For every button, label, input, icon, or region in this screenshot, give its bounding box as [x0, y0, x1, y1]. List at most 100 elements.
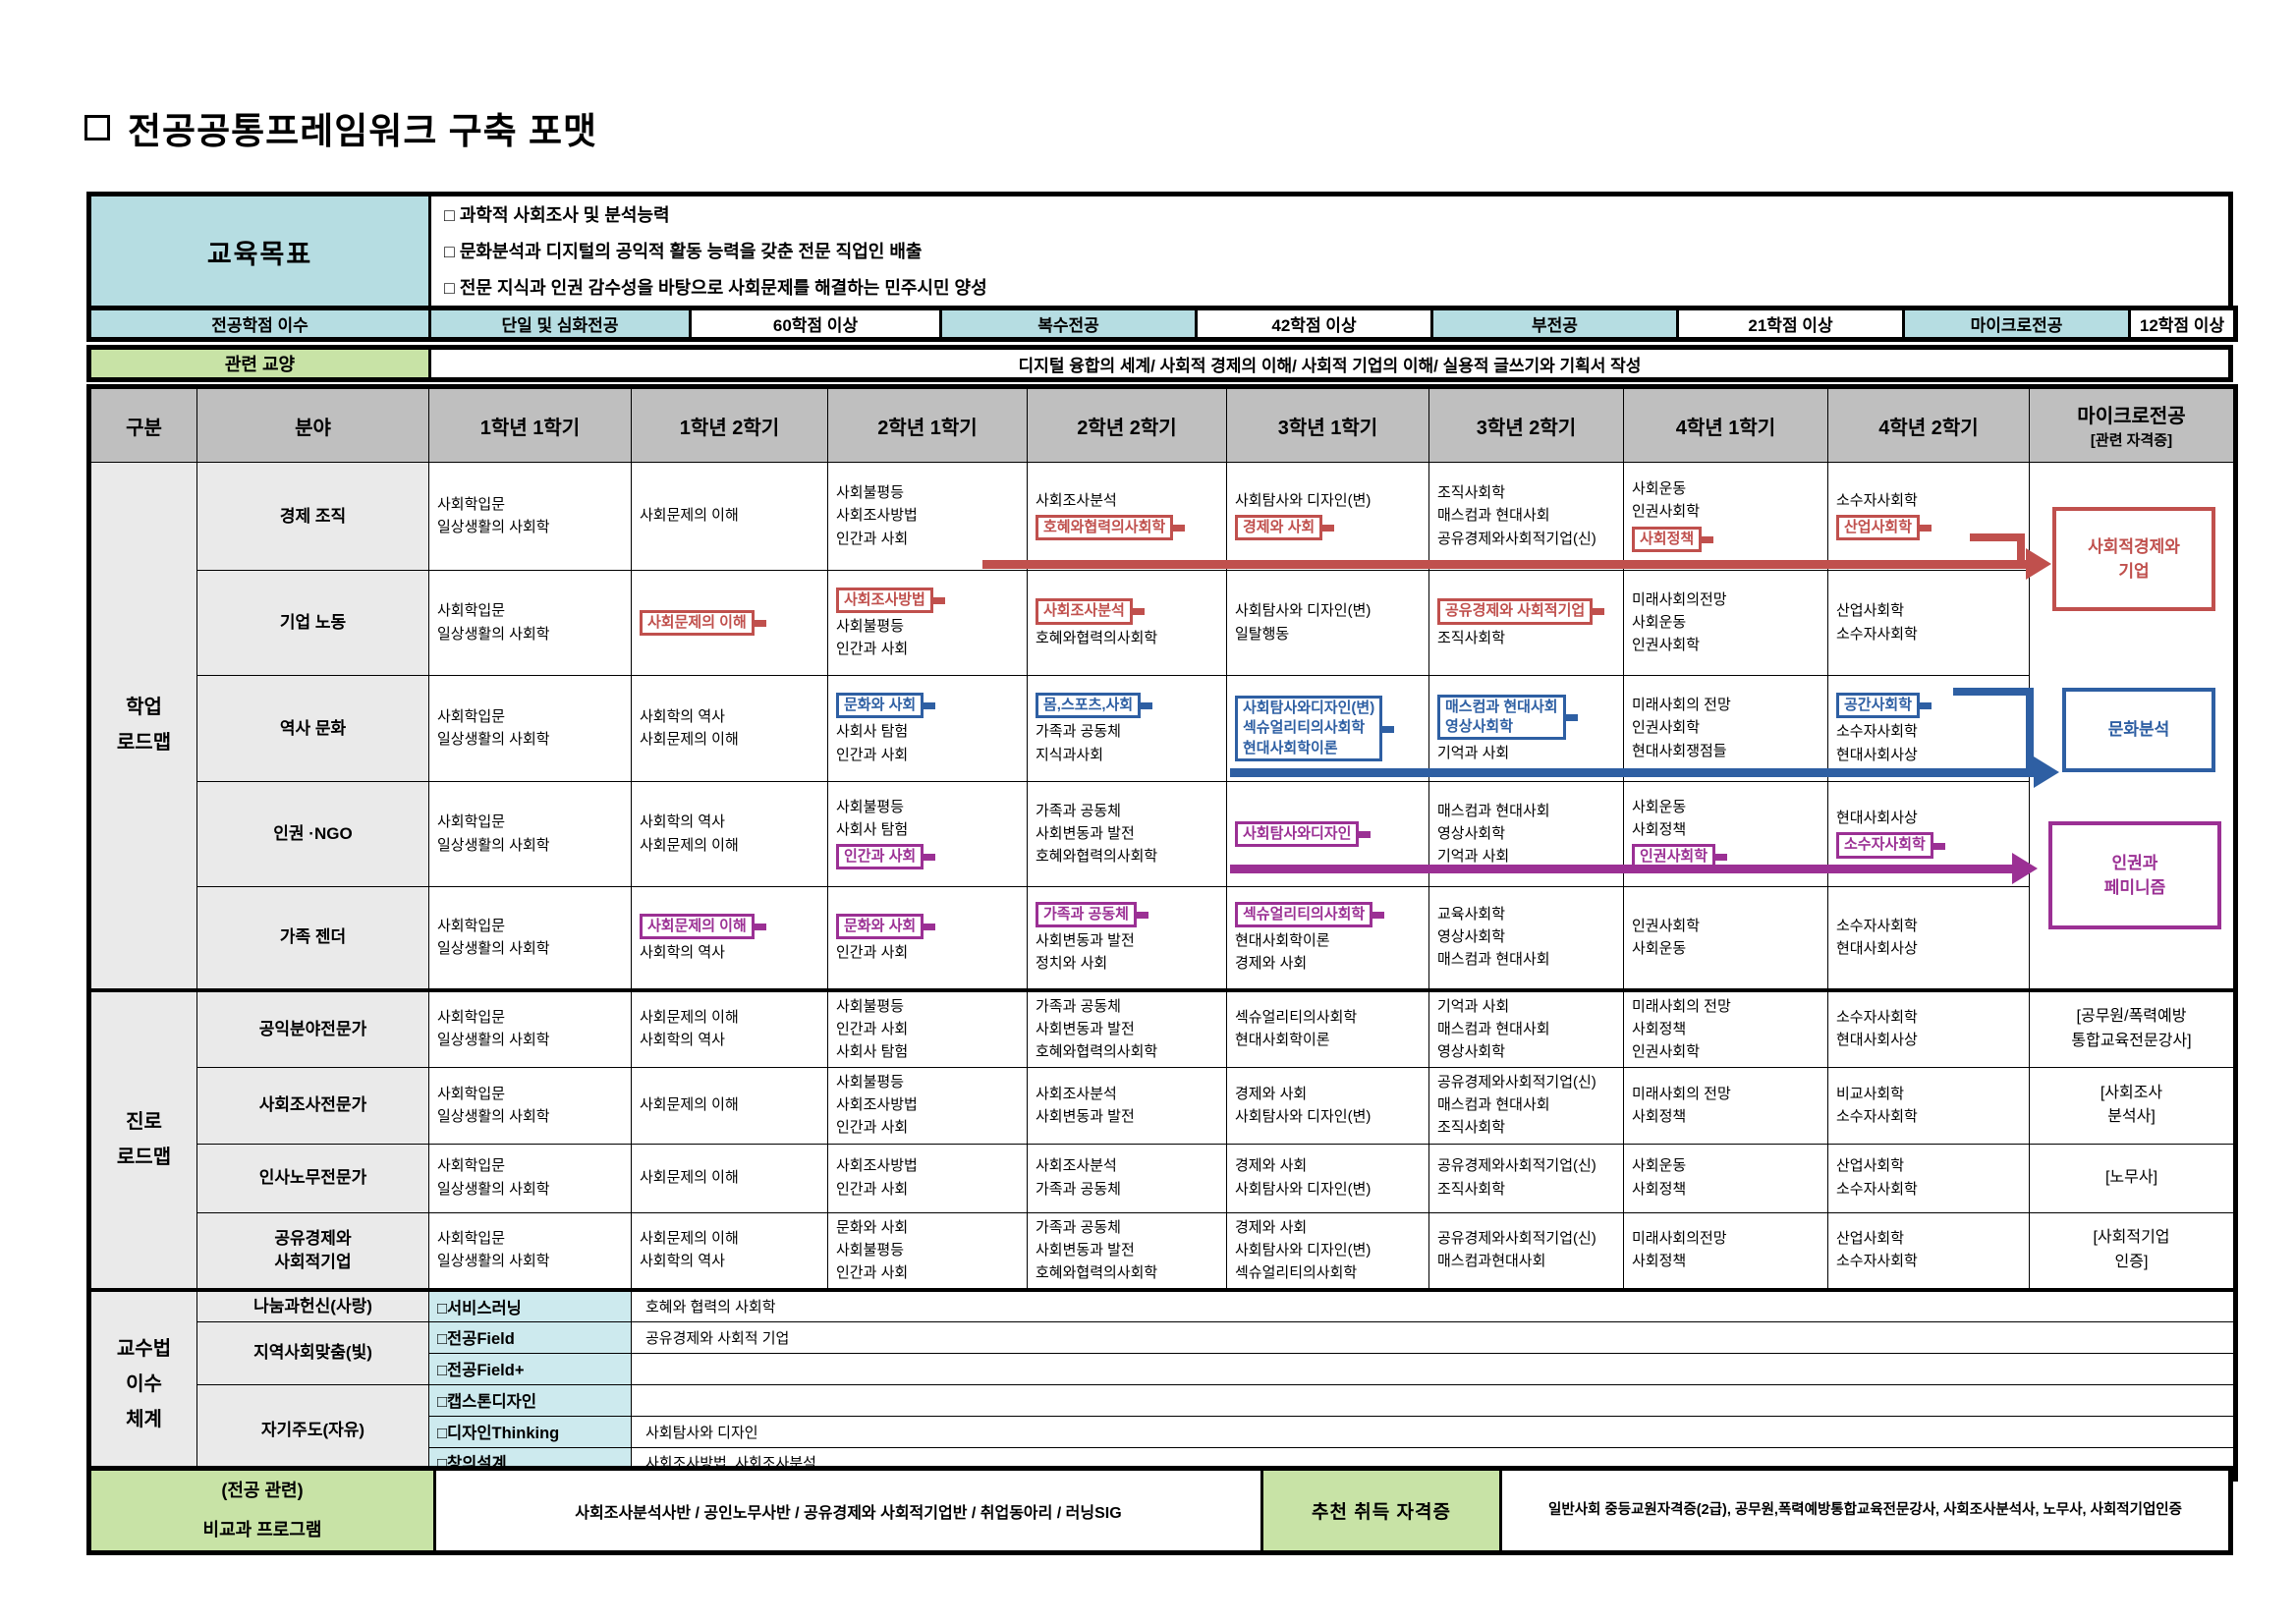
micro-cert-cell: [사회조사 분석사]	[2029, 1067, 2236, 1145]
teaching-method-course: 사회탐사와 디자인	[631, 1415, 2236, 1448]
course-cell: 문화와 사회 사회불평등 인간과 사회	[827, 1211, 1028, 1291]
course-cell: 사회학입문 일상생활의 사회학	[428, 675, 632, 782]
title-square-icon	[84, 115, 110, 140]
course-item: 사회문제의 이해	[640, 1009, 739, 1027]
course-item: 사회불평등	[836, 997, 905, 1015]
highlight-box: 사회문제의 이해	[640, 913, 766, 939]
education-goals-cell: □ 과학적 사회조사 및 분석능력 □ 문화분석과 디지털의 공익적 활동 능력을…	[428, 193, 2232, 311]
grid-header-cell: 4학년 1학기	[1623, 386, 1828, 463]
field-label: 경제 조직	[196, 462, 429, 571]
course-item: 사회문제의 이해	[640, 836, 739, 854]
course-item: 일상생활의 사회학	[437, 939, 550, 957]
course-cell: 섹슈얼리티의사회학 현대사회학이론 경제와 사회	[1226, 886, 1429, 990]
course-item: 소수자사회학	[1836, 723, 1918, 741]
course-cell: 사회조사분석 사회변동과 발전	[1027, 1067, 1227, 1145]
course-item: 인권사회학	[1632, 917, 1701, 934]
course-item: 소수자사회학	[1836, 1180, 1918, 1198]
highlight-box: 경제와 사회	[1235, 514, 1335, 541]
course-cell: 경제와 사회 사회탐사와 디자인(변)	[1226, 1143, 1429, 1213]
grid-header-cell: 1학년 1학기	[428, 386, 632, 463]
course-cell: 사회탐사와디자인(변) 섹슈얼리티의사회학 현대사회학이론	[1226, 675, 1429, 782]
course-item: 호혜와협력의사회학	[1036, 629, 1158, 646]
course-item: 사회불평등	[836, 798, 905, 815]
course-cell: 공유경제와사회적기업(신) 조직사회학	[1428, 1143, 1624, 1213]
course-item: 비교사회학	[1836, 1085, 1905, 1102]
course-item: 사회사 탐험	[836, 1042, 909, 1060]
course-cell: 사회불평등 사회조사방법 인간과 사회	[827, 462, 1028, 571]
highlight-box: 사회탐사와디자인(변) 섹슈얼리티의사회학 현대사회학이론	[1235, 696, 1395, 761]
course-cell: 사회학입문 일상생활의 사회학	[428, 462, 632, 571]
course-cell: 사회학입문 일상생활의 사회학	[428, 1143, 632, 1213]
highlight-box: 사회조사방법	[836, 587, 945, 613]
course-item: 공유경제와 사회적기업	[1437, 596, 1615, 626]
course-item: 사회문제의 이해	[640, 731, 739, 748]
program-list: 사회조사분석사반 / 공인노무사반 / 공유경제와 사회적기업반 / 취업동아리…	[433, 1466, 1263, 1555]
course-item: 사회탐사와디자인(변) 섹슈얼리티의사회학 현대사회학이론	[1235, 694, 1421, 763]
course-item: 소수자사회학	[1836, 1009, 1918, 1027]
course-item: 소수자사회학	[1836, 917, 1918, 934]
course-item: 현대사회사상	[1836, 746, 1918, 763]
red-arrow-line	[982, 560, 2030, 569]
course-item: 현대사회학이론	[1235, 932, 1330, 950]
course-cell: 경제와 사회 사회탐사와 디자인(변)	[1226, 1067, 1429, 1145]
credit-value-cell: 60학점 이상	[689, 307, 942, 341]
field-label: 공익분야전문가	[196, 987, 429, 1069]
course-item: 섹슈얼리티의사회학	[1235, 1264, 1358, 1281]
red-arrow-head	[2026, 548, 2051, 580]
course-item: 사회조사분석	[1036, 596, 1218, 626]
course-item: 현대사회사상	[1836, 1032, 1918, 1049]
course-item: 인간과 사회	[836, 1180, 909, 1198]
course-item: 산업사회학	[1836, 1230, 1905, 1248]
course-cell: 문화와 사회 사회사 탐험 인간과 사회	[827, 675, 1028, 782]
course-cell: 비교사회학 소수자사회학	[1827, 1067, 2030, 1145]
course-item: 공유경제와사회적기업(신)	[1437, 1230, 1596, 1248]
course-item: 사회탐사와 디자인(변)	[1235, 491, 1372, 509]
course-item: 소수자사회학	[1836, 1253, 1918, 1270]
course-item: 매스컴과 현대사회	[1437, 507, 1550, 525]
grid-header-row: 구분 분야 1학년 1학기 1학년 2학기 2학년 1학기 2학년 2학기 3학년 1학기 3…	[88, 386, 2236, 463]
credit-type-cell: 부전공	[1430, 307, 1679, 341]
purple-arrow-line	[1230, 865, 2012, 873]
extracurricular-label: (전공 관련) 비교과 프로그램	[87, 1466, 436, 1555]
course-item: 문화와 사회	[836, 691, 1019, 720]
course-item: 인간과 사회	[836, 1020, 909, 1037]
course-cell: 사회문제의 이해	[631, 1143, 828, 1213]
course-item: 미래사회의전망	[1632, 1230, 1727, 1248]
education-goals-label: 교육목표	[87, 193, 431, 311]
highlight-box: 몸,스포츠,사회	[1036, 693, 1153, 719]
course-cell: 미래사회의 전망 사회정책 인권사회학	[1623, 987, 1828, 1069]
course-item: 사회정책	[1632, 1107, 1687, 1125]
course-item: 사회변동과 발전	[1036, 1107, 1135, 1125]
course-item: 현대사회사상	[1836, 810, 1918, 827]
course-item: 가족과 공동체	[1036, 1218, 1121, 1236]
course-item: 사회학입문	[437, 917, 506, 934]
credit-type-cell: 단일 및 심화전공	[428, 307, 692, 341]
highlight-box: 사회정책	[1632, 526, 1714, 552]
course-item: 사회조사방법	[836, 1157, 918, 1175]
course-item: 일상생활의 사회학	[437, 1107, 550, 1125]
course-cell: 사회조사분석 호혜와협력의사회학	[1027, 462, 1227, 571]
course-item: 사회학의 역사	[640, 707, 725, 725]
course-item: 사회변동과 발전	[1036, 1020, 1135, 1037]
course-item: 매스컴과 현대사회	[1437, 1096, 1550, 1114]
field-label: 역사 문화	[196, 675, 429, 782]
credit-value-cell: 21학점 이상	[1676, 307, 1905, 341]
course-item: 미래사회의전망	[1632, 590, 1727, 608]
course-item: 섹슈얼리티의사회학	[1235, 900, 1421, 929]
course-item: 사회조사방법	[836, 507, 918, 525]
micro-cert-cell: [사회적기업 인증]	[2029, 1211, 2236, 1291]
highlight-box: 인간과 사회	[836, 844, 936, 870]
course-item: 사회문제의 이해	[640, 507, 739, 525]
teaching-method-course	[631, 1352, 2236, 1385]
course-item: 사회문제의 이해	[640, 1096, 739, 1114]
course-item: 조직사회학	[1437, 1180, 1506, 1198]
teaching-field-label: 나눔과헌신(사랑)	[196, 1288, 429, 1322]
course-item: 사회불평등	[836, 617, 905, 635]
field-label: 사회조사전문가	[196, 1067, 429, 1145]
course-item: 사회변동과 발전	[1036, 932, 1135, 950]
course-item: 경제와 사회	[1235, 1157, 1308, 1175]
highlight-box: 문화와 사회	[836, 693, 936, 719]
grid-header-cell: 3학년 2학기	[1428, 386, 1624, 463]
highlight-box: 매스컴과 현대사회 영상사회학	[1437, 694, 1578, 741]
